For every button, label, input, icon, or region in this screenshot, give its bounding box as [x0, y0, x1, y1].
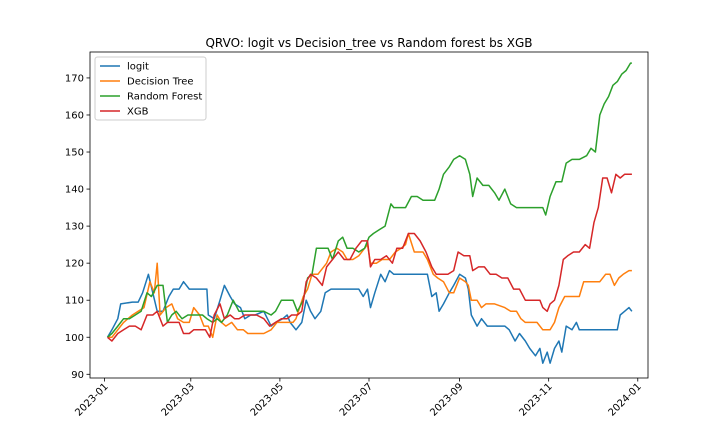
y-tick-label-6: 150 [65, 148, 84, 159]
series-line-2 [107, 62, 632, 338]
series-line-0 [106, 269, 633, 364]
chart-title: QRVO: logit vs Decision_tree vs Random f… [205, 36, 532, 50]
y-tick-label-1: 100 [65, 333, 84, 344]
y-tick-label-2: 110 [65, 296, 84, 307]
legend-label-0: logit [127, 62, 149, 73]
legend-label-1: Decision Tree [127, 77, 194, 88]
y-tick-label-5: 140 [65, 185, 84, 196]
y-tick-label-7: 160 [65, 110, 84, 121]
plot-area [106, 62, 633, 364]
y-tick-label-0: 90 [71, 370, 84, 381]
legend-box [94, 56, 207, 121]
y-tick-label-8: 170 [65, 73, 84, 84]
legend: logit Decision Tree Random Forest XGB [94, 56, 207, 121]
legend-label-2: Random Forest [127, 92, 202, 103]
series-line-3 [107, 173, 632, 342]
y-tick-label-3: 120 [65, 259, 84, 270]
y-tick-label-4: 130 [65, 222, 84, 233]
legend-label-3: XGB [127, 107, 149, 118]
